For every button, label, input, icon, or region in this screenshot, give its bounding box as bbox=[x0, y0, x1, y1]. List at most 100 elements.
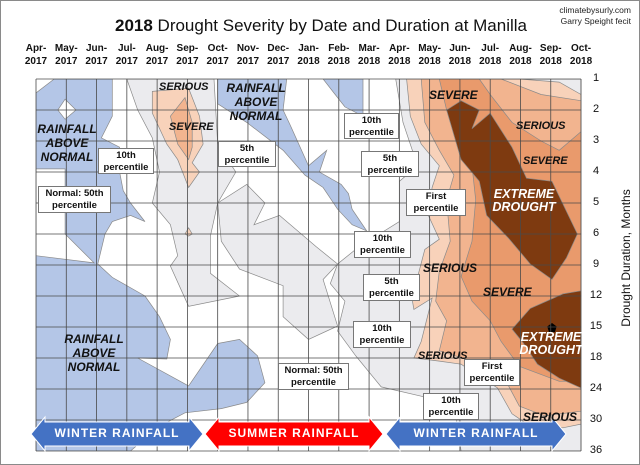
callout-line: 10th bbox=[116, 150, 136, 161]
x-tick-label-line: Dec- bbox=[267, 43, 290, 54]
contour-region-normal bbox=[57, 98, 77, 120]
title-year: 2018 bbox=[114, 16, 153, 35]
x-tick-label: Jun- 2018 bbox=[440, 42, 480, 68]
callout-line: 10th bbox=[361, 115, 382, 126]
x-tick-label: Apr- 2017 bbox=[16, 42, 56, 68]
y-axis-title: Drought Duration, Months bbox=[619, 189, 633, 327]
zone-label-severe: SEVERE bbox=[483, 285, 532, 299]
season-arrow bbox=[385, 415, 567, 453]
callout-line: Normal: 50th bbox=[284, 365, 343, 376]
x-tick-label-line: 2017 bbox=[267, 56, 290, 67]
zone-label-serious: SERIOUS bbox=[418, 350, 468, 362]
contour-region-extreme bbox=[511, 290, 581, 389]
callout-normal-50th-percentile: Normal: 50th percentile bbox=[38, 186, 111, 213]
zone-label-serious: SERIOUS bbox=[516, 120, 566, 132]
x-tick-label-line: Sep- bbox=[539, 43, 562, 54]
credit-author: Garry Speight fecit bbox=[560, 16, 631, 26]
callout-line: percentile bbox=[224, 155, 270, 166]
label-line: NORMAL bbox=[229, 109, 283, 123]
y-tick-label: 18 bbox=[589, 351, 603, 363]
title-text: Drought Severity by Date and Duration at… bbox=[152, 16, 528, 35]
x-tick-label-line: 2017 bbox=[145, 56, 169, 67]
label-line: NORMAL bbox=[40, 150, 94, 164]
callout-10th-percentile: 10th percentile bbox=[344, 113, 399, 139]
x-tick-label: Oct- 2017 bbox=[198, 42, 238, 68]
y-tick-label: 2 bbox=[592, 103, 600, 115]
zone-label-above-normal: RAINFALL ABOVE NORMAL bbox=[37, 122, 97, 164]
callout-line: 5th bbox=[239, 143, 255, 154]
label-line: DROUGHT bbox=[519, 343, 583, 357]
callout-line: First bbox=[425, 191, 447, 202]
x-tick-label-line: 2018 bbox=[479, 56, 502, 67]
x-tick-label: Aug- 2018 bbox=[500, 42, 540, 68]
callout-line: percentile bbox=[367, 165, 413, 176]
credit: climatebysurly.com Garry Speight fecit bbox=[559, 5, 631, 27]
label-line: ABOVE bbox=[45, 136, 89, 150]
y-tick-label: 36 bbox=[589, 444, 603, 456]
callout-line: percentile bbox=[360, 245, 405, 256]
y-tick-label: 15 bbox=[589, 320, 603, 332]
label-line: RAINFALL bbox=[37, 122, 97, 136]
callout-line: percentile bbox=[52, 200, 97, 211]
callout-line: percentile bbox=[349, 127, 394, 138]
callout-line: percentile bbox=[469, 373, 515, 384]
callout-line: percentile bbox=[369, 288, 414, 299]
credit-site: climatebysurly.com bbox=[559, 5, 631, 15]
x-tick-label-line: Jun- bbox=[85, 43, 108, 54]
x-tick-label: Sep- 2017 bbox=[167, 42, 207, 68]
label-line: ABOVE bbox=[72, 346, 116, 360]
y-tick-label: 9 bbox=[592, 258, 600, 270]
season-label-summer: SUMMER RAINFALL bbox=[228, 426, 360, 440]
x-tick-label-line: Jul- bbox=[117, 43, 136, 54]
x-tick-label: Feb- 2018 bbox=[319, 42, 359, 68]
x-tick-label-line: Nov- bbox=[236, 43, 260, 54]
zone-label-above-normal: RAINFALL ABOVE NORMAL bbox=[61, 332, 127, 374]
callout-line: 5th bbox=[382, 153, 398, 164]
callout-line: 10th bbox=[372, 233, 393, 244]
season-label-winter: WINTER RAINFALL bbox=[413, 426, 539, 440]
label-line: EXTREME bbox=[493, 187, 555, 201]
x-tick-label-line: 2018 bbox=[297, 56, 320, 67]
zone-label-extreme-drought: EXTREME DROUGHT bbox=[519, 331, 583, 357]
callout-10th-percentile: 10th percentile bbox=[423, 393, 479, 420]
contour-region-first-percentile bbox=[170, 96, 193, 161]
zone-label-above-normal: RAINFALL ABOVE NORMAL bbox=[223, 81, 289, 123]
x-tick-label: Jul- 2017 bbox=[107, 42, 147, 68]
x-tick-label-line: 2018 bbox=[509, 56, 532, 67]
x-tick-label-line: Apr- bbox=[389, 43, 410, 54]
season-arrow bbox=[204, 415, 384, 453]
y-tick-label: 1 bbox=[592, 72, 600, 84]
x-tick-label: Aug- 2017 bbox=[137, 42, 177, 68]
x-tick-label-line: 2018 bbox=[327, 56, 350, 67]
y-tick-label: 3 bbox=[592, 134, 600, 146]
label-line: EXTREME bbox=[520, 330, 582, 344]
label-line: RAINFALL bbox=[64, 332, 124, 346]
zone-label-severe: SEVERE bbox=[523, 155, 568, 167]
x-tick-label-line: 2017 bbox=[206, 56, 229, 67]
x-tick-label-line: Apr- bbox=[25, 43, 47, 54]
zone-label-severe: SEVERE bbox=[429, 88, 478, 102]
x-tick-label-line: May- bbox=[418, 43, 442, 54]
x-tick-label-line: Aug- bbox=[509, 43, 532, 54]
x-tick-label-line: 2018 bbox=[539, 56, 562, 67]
callout-line: Normal: 50th bbox=[45, 188, 104, 199]
callout-line: 10th bbox=[372, 323, 392, 334]
x-tick-label-line: 2017 bbox=[55, 56, 78, 67]
x-tick-label: Dec- 2017 bbox=[258, 42, 298, 68]
contour-region-above-normal bbox=[217, 79, 368, 232]
x-tick-label-line: 2017 bbox=[24, 56, 48, 67]
x-tick-label-line: 2017 bbox=[176, 56, 199, 67]
callout-5th-percentile: 5th percentile bbox=[218, 141, 276, 167]
x-tick-label-line: 2018 bbox=[418, 56, 441, 67]
callout-line: percentile bbox=[428, 407, 474, 418]
season-label-winter: WINTER RAINFALL bbox=[54, 426, 180, 440]
x-tick-label-line: 2017 bbox=[236, 56, 260, 67]
zone-label-serious: SERIOUS bbox=[523, 410, 578, 424]
contour-region-tenth-percentile bbox=[217, 183, 339, 340]
label-line: RAINFALL bbox=[226, 81, 286, 95]
callout-normal-50th-percentile: Normal: 50th percentile bbox=[278, 363, 349, 390]
zone-label-serious: SERIOUS bbox=[423, 261, 478, 275]
x-tick-label: Apr- 2018 bbox=[379, 42, 419, 68]
x-tick-label-line: 2018 bbox=[388, 56, 411, 67]
x-tick-label: Sep- 2018 bbox=[531, 42, 571, 68]
